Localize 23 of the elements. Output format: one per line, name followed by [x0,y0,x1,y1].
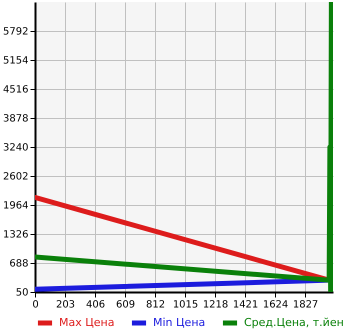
y-tick-label: 5792 [3,26,28,38]
y-tick-label: 3878 [3,114,28,124]
legend-label: Max Цена [59,316,114,329]
x-tick-label: 1218 [202,300,228,310]
y-tick-label: 2602 [3,172,28,182]
y-tick-label: 1326 [3,230,28,240]
x-tick-label: 203 [56,300,76,310]
x-tick-label: 1421 [232,300,258,310]
x-tick-label: 1624 [262,300,288,310]
x-tick-label: 406 [86,300,106,310]
x-tick-label: 0 [32,300,39,310]
y-tick-label: 1964 [3,200,28,212]
x-tick-label: 1827 [292,300,318,310]
y-tick-label: 3240 [3,142,28,154]
y-tick-label: 4516 [3,84,28,96]
x-tick-label: 609 [116,300,136,310]
legend-label: Min Цена [153,316,206,329]
y-tick-label: 5154 [3,56,28,66]
y-tick-label: 50 [16,288,28,298]
y-tick-label: 688 [9,258,28,270]
legend-label: Сред.Цена, т.йен [244,316,344,329]
x-tick-label: 812 [146,300,166,310]
x-tick-label: 1015 [172,300,198,310]
